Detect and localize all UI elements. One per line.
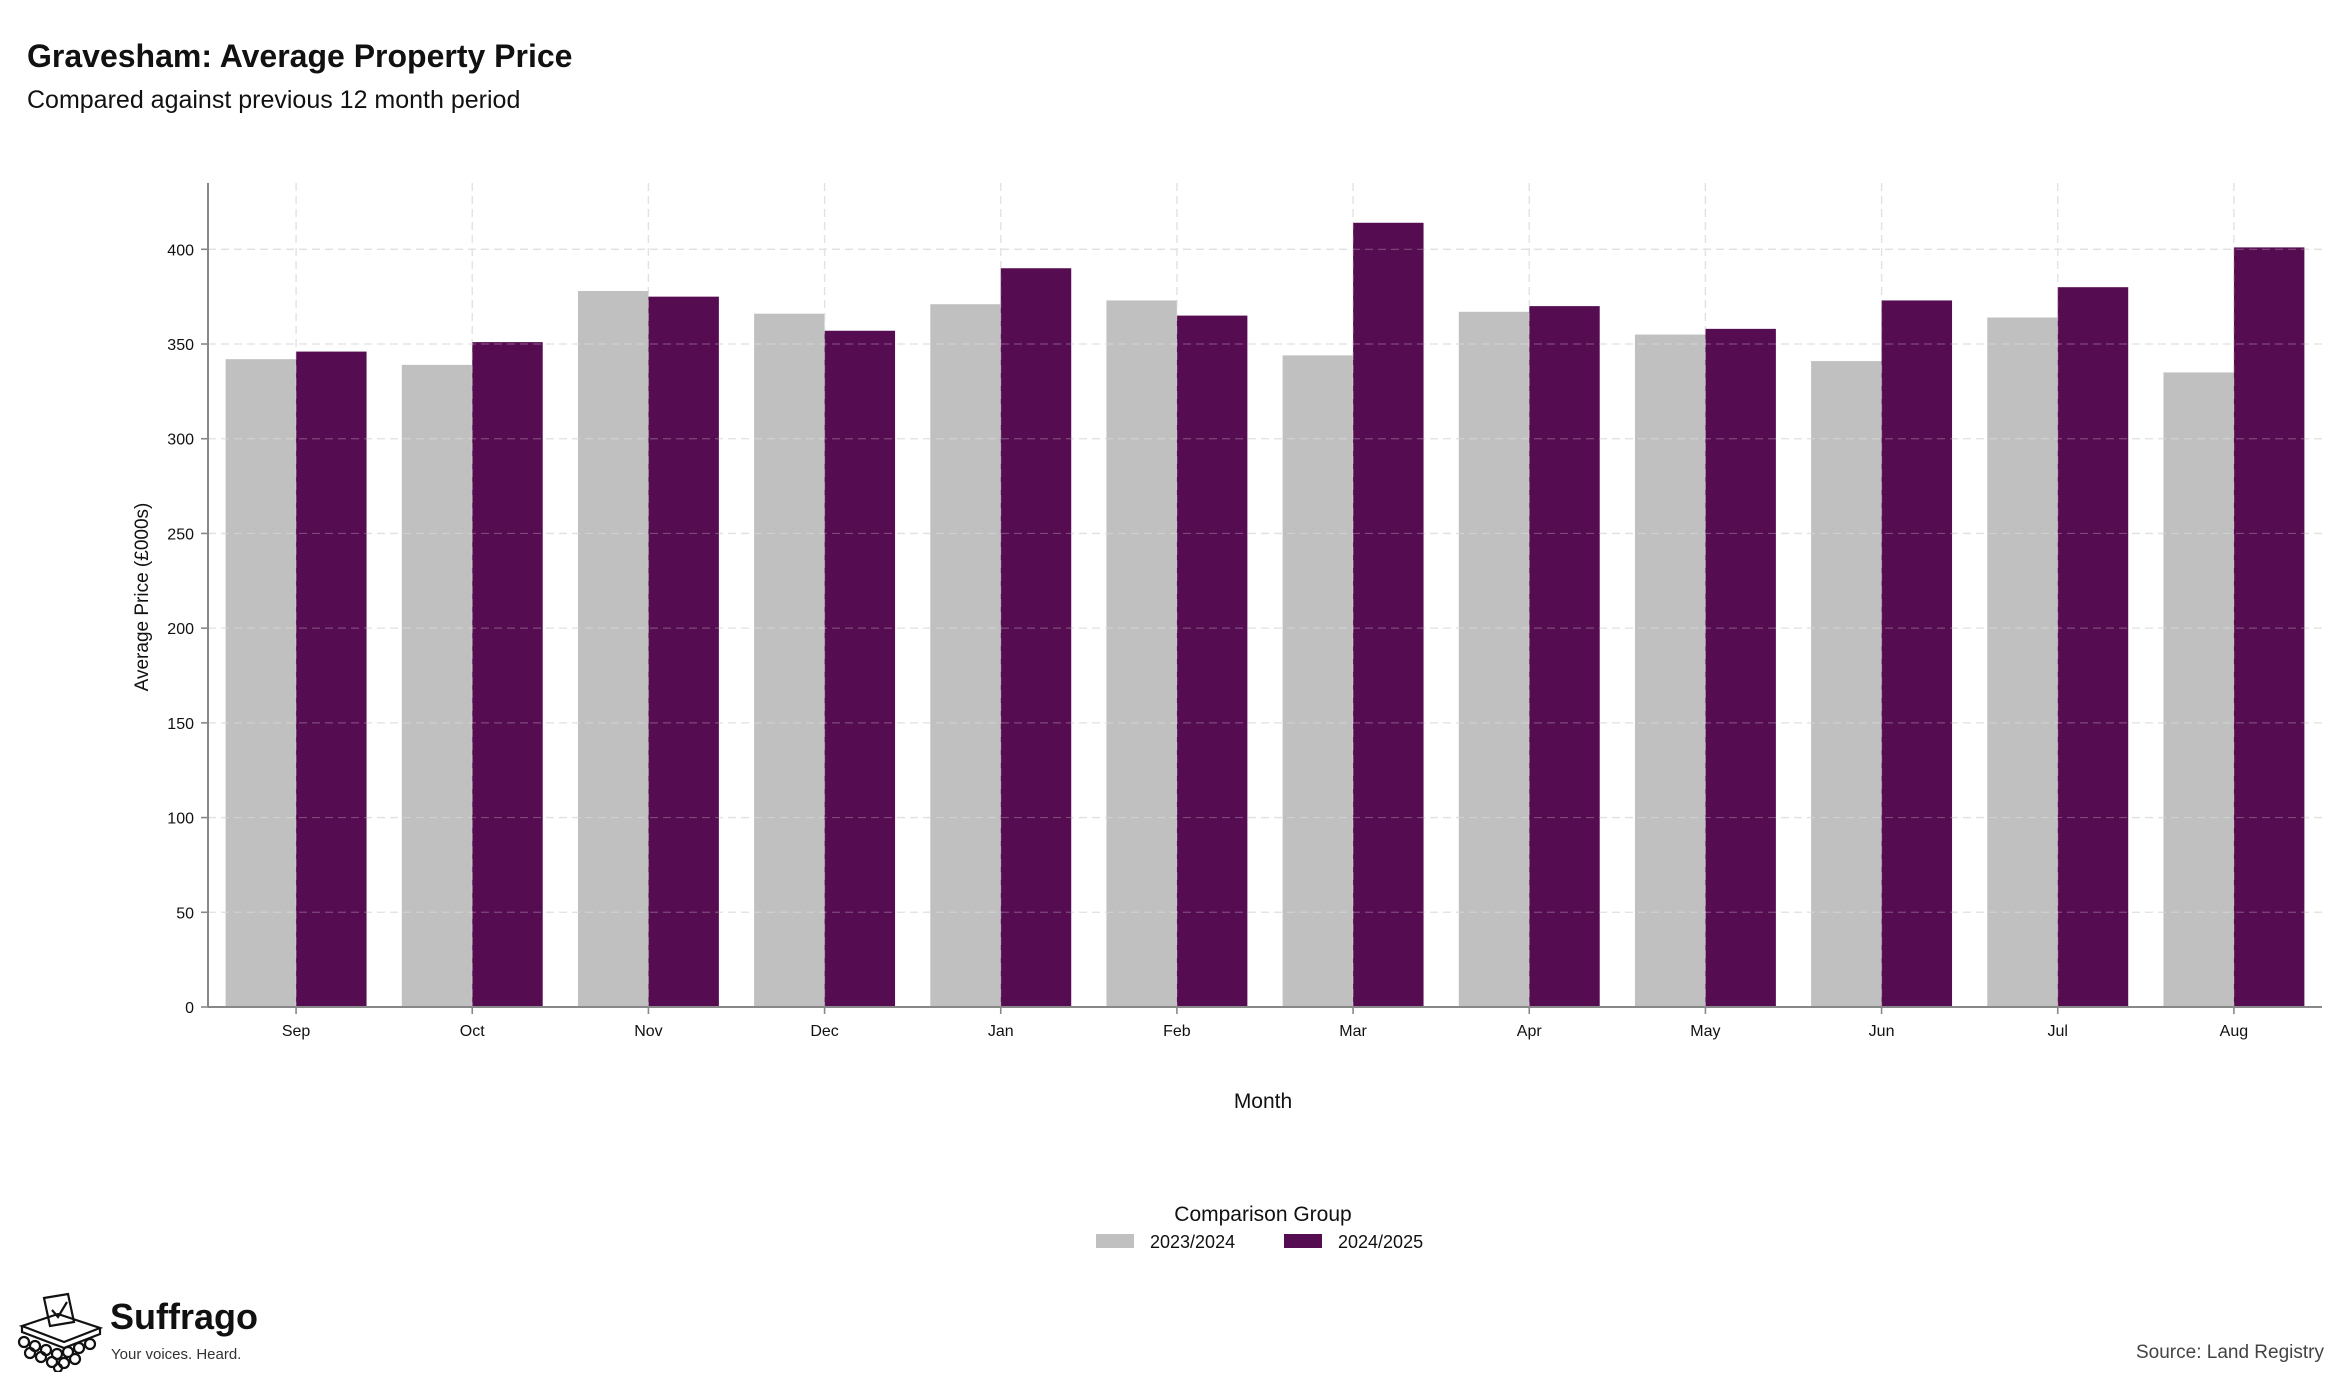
bar-2024-2025-mar xyxy=(1353,222,1424,1008)
y-tick-label: 200 xyxy=(167,621,194,638)
legend: 2023/2024 2024/2025 xyxy=(1096,1232,1423,1252)
x-tick-label: Apr xyxy=(1517,1023,1543,1040)
legend-label: 2023/2024 xyxy=(1150,1232,1235,1252)
source-note: Source: Land Registry xyxy=(2136,1342,2324,1363)
y-tick-label: 50 xyxy=(176,905,194,922)
legend-swatch xyxy=(1284,1234,1322,1248)
bar-2024-2025-jun xyxy=(1881,300,1953,1007)
legend-title: Comparison Group xyxy=(1174,1203,1351,1226)
y-tick-label: 400 xyxy=(167,242,194,259)
x-tick-label: May xyxy=(1690,1023,1720,1040)
chart-subtitle: Compared against previous 12 month perio… xyxy=(27,86,521,114)
bar-2023-2024-may xyxy=(1634,334,1706,1007)
logo-name: Suffrago xyxy=(110,1296,258,1337)
bar-2023-2024-oct xyxy=(401,364,473,1007)
bar-2023-2024-jul xyxy=(1987,317,2058,1007)
bar-2023-2024-feb xyxy=(1106,300,1177,1007)
y-axis-label: Average Price (£000s) xyxy=(132,503,153,692)
bar-2024-2025-nov xyxy=(648,296,719,1008)
bar-2023-2024-sep xyxy=(225,359,297,1007)
x-tick-label: Oct xyxy=(460,1023,485,1040)
bar-2023-2024-jan xyxy=(930,304,1001,1007)
bar-2023-2024-aug xyxy=(2163,372,2234,1007)
bar-2024-2025-dec xyxy=(824,330,896,1007)
y-tick-label: 300 xyxy=(167,432,194,449)
bar-2024-2025-jan xyxy=(1000,268,1072,1007)
x-tick-label: Aug xyxy=(2220,1023,2248,1040)
y-tick-label: 350 xyxy=(167,337,194,354)
ballot-box-icon xyxy=(17,1292,104,1372)
bar-2024-2025-jul xyxy=(2057,287,2129,1007)
axes-layer: 0 50 100 150 200 250 300 350 400 Sep Oct Nov Dec Jan F… xyxy=(167,183,2322,1040)
y-tick-label: 150 xyxy=(167,716,194,733)
legend-label: 2024/2025 xyxy=(1338,1232,1423,1252)
bar-2023-2024-nov xyxy=(577,290,649,1007)
bar-2023-2024-dec xyxy=(754,313,825,1007)
bar-2023-2024-jun xyxy=(1811,361,1882,1007)
x-tick-label: Jun xyxy=(1869,1023,1895,1040)
x-axis-label: Month xyxy=(1234,1090,1292,1113)
suffrago-logo: Suffrago Your voices. Heard. xyxy=(14,1292,274,1372)
bar-2023-2024-apr xyxy=(1458,311,1530,1007)
bar-2024-2025-apr xyxy=(1529,306,1600,1007)
y-tick-label: 0 xyxy=(185,1000,194,1017)
x-tick-label: Feb xyxy=(1163,1023,1191,1040)
x-tick-label: Jul xyxy=(2048,1023,2068,1040)
x-tick-label: Sep xyxy=(282,1023,311,1040)
logo-tagline: Your voices. Heard. xyxy=(111,1346,242,1363)
bar-2023-2024-mar xyxy=(1282,355,1354,1007)
x-tick-label: Jan xyxy=(988,1023,1014,1040)
y-tick-label: 100 xyxy=(167,811,194,828)
x-tick-label: Dec xyxy=(810,1023,838,1040)
legend-swatch xyxy=(1096,1234,1134,1248)
bar-2024-2025-aug xyxy=(2233,247,2305,1007)
bar-2024-2025-feb xyxy=(1176,315,1248,1008)
chart-title: Gravesham: Average Property Price xyxy=(27,38,573,74)
bar-2024-2025-may xyxy=(1705,328,1776,1007)
x-tick-label: Mar xyxy=(1339,1023,1367,1040)
bar-2024-2025-oct xyxy=(472,342,543,1007)
bars-layer xyxy=(208,183,2322,1008)
bar-2024-2025-sep xyxy=(296,351,367,1007)
y-tick-label: 250 xyxy=(167,526,194,543)
x-tick-label: Nov xyxy=(634,1023,662,1040)
